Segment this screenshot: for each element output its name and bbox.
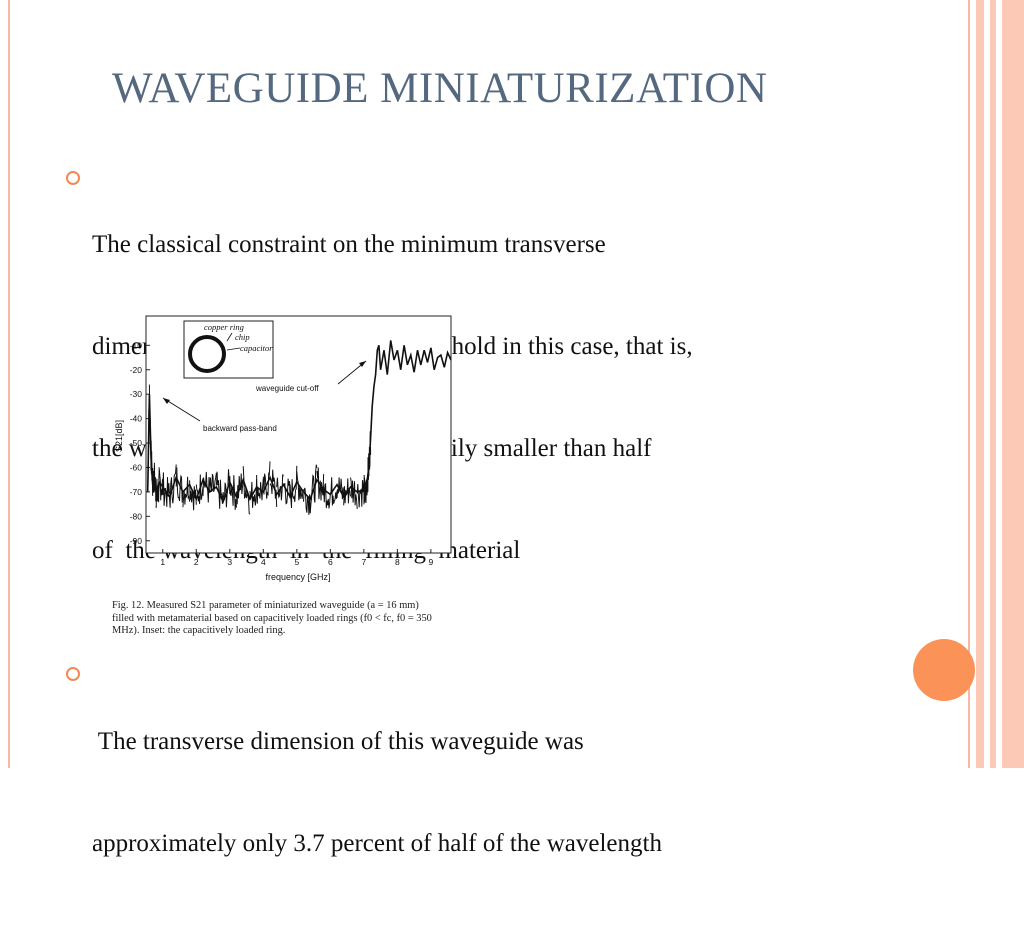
noise-segment <box>256 474 264 504</box>
bullet-1-line: The classical constraint on the minimum … <box>92 231 606 258</box>
right-stripe-2 <box>990 0 996 768</box>
noise-segment <box>276 474 284 501</box>
noise-segment <box>309 464 318 514</box>
bullet-2-text: The transverse dimension of this wavegui… <box>92 657 662 929</box>
noise-segment <box>147 401 150 493</box>
x-tick-label: 1 <box>160 557 165 567</box>
passband-label: backward pass-band <box>203 424 277 433</box>
noise-segment <box>343 478 351 506</box>
x-tick-label: 3 <box>227 557 232 567</box>
noise-segment <box>195 474 204 504</box>
noise-segment <box>316 467 325 501</box>
noise-segment <box>182 476 191 508</box>
x-tick-label: 2 <box>194 557 199 567</box>
y-axis-label: S21[dB] <box>114 420 124 452</box>
noise-segment <box>323 483 331 509</box>
cutoff-label: waveguide cut-off <box>255 384 319 393</box>
noise-segment <box>269 469 278 508</box>
caption-line: filled with metamaterial based on capaci… <box>112 612 432 624</box>
noise-segment <box>350 477 358 510</box>
y-tick-label: -20 <box>130 365 143 375</box>
noise-segment <box>175 467 184 503</box>
copper-ring-icon <box>188 335 226 373</box>
noise-segment <box>296 471 304 501</box>
noise-segment <box>303 487 311 515</box>
passband-annotation: backward pass-band <box>162 397 277 433</box>
figure-caption: Fig. 12. Measured S21 parameter of minia… <box>112 600 457 638</box>
right-stripe-1 <box>976 0 984 768</box>
x-tick-label: 5 <box>294 557 299 567</box>
noise-segment <box>222 469 231 508</box>
y-tick-label: -60 <box>130 462 143 472</box>
caption-line: MHz). Inset: the capacitively loaded rin… <box>112 625 286 636</box>
bullet-2-line: The transverse dimension of this wavegui… <box>92 728 584 755</box>
x-tick-label: 9 <box>429 557 434 567</box>
noise-segment <box>282 478 291 505</box>
cutoff-annotation: waveguide cut-off <box>255 360 367 393</box>
noise-segment <box>153 465 157 502</box>
y-tick-label: -80 <box>130 511 143 521</box>
noise-segment <box>289 465 298 509</box>
decorative-circle <box>913 639 975 701</box>
noise-segment <box>158 469 164 501</box>
inset-label-ring: copper ring <box>204 322 244 332</box>
x-tick-label: 8 <box>395 557 400 567</box>
x-tick-label: 6 <box>328 557 333 567</box>
y-tick-label: -90 <box>130 536 143 546</box>
noise-segment <box>155 478 159 508</box>
slide-frame <box>8 0 970 768</box>
x-axis-label: frequency [GHz] <box>265 572 330 582</box>
noise-segment <box>236 473 244 505</box>
noise-segment <box>189 480 197 511</box>
caption-line: Fig. 12. Measured S21 parameter of minia… <box>112 600 419 611</box>
noise-segment <box>162 472 170 507</box>
y-tick-label: -30 <box>130 389 143 399</box>
noise-segment <box>215 471 224 509</box>
noise-segment <box>229 475 237 510</box>
y-tick-label: -70 <box>130 487 143 497</box>
slide: WAVEGUIDE MINIATURIZATION The classical … <box>8 0 1024 857</box>
slide-title: WAVEGUIDE MINIATURIZATION <box>112 65 768 112</box>
noise-segment <box>169 464 177 508</box>
y-tick-label: -10 <box>130 340 143 350</box>
noise-segment <box>366 453 370 493</box>
x-axis: 1 2 3 4 5 6 7 8 9 <box>160 549 434 567</box>
bullet-2-marker <box>66 667 80 681</box>
noise-segment <box>356 480 365 508</box>
noise-segment <box>209 472 217 493</box>
x-tick-label: 4 <box>261 557 266 567</box>
inset-label-chip: chip <box>235 332 250 342</box>
noise-segment <box>242 466 251 515</box>
y-tick-label: -40 <box>130 414 143 424</box>
bullet-2-line: approximately only 3.7 percent of half o… <box>92 830 662 857</box>
noise-segment <box>262 461 271 499</box>
right-stripe-3 <box>1002 0 1024 768</box>
noise-segment <box>152 462 155 493</box>
y-axis: -10 -20 -30 -40 -50 -60 -70 -80 -90 <box>130 340 150 546</box>
noise-segment <box>336 477 345 500</box>
noise-band <box>147 384 372 515</box>
inset-label-capacitor: capacitor <box>240 343 273 353</box>
y-tick-label: -50 <box>130 438 143 448</box>
noise-segment <box>249 479 258 508</box>
inset-box: copper ring chip capacitor <box>183 320 274 379</box>
noise-segment <box>202 471 211 503</box>
s21-chart: -10 -20 -30 -40 -50 -60 -70 -80 -90 1 2 3 4 5 6 7 8 9 S2… <box>114 315 452 582</box>
noise-segment <box>368 431 372 470</box>
bullet-1-marker <box>66 171 80 185</box>
x-tick-label: 7 <box>361 557 366 567</box>
noise-segment <box>329 477 338 506</box>
noise-segment <box>363 474 366 505</box>
